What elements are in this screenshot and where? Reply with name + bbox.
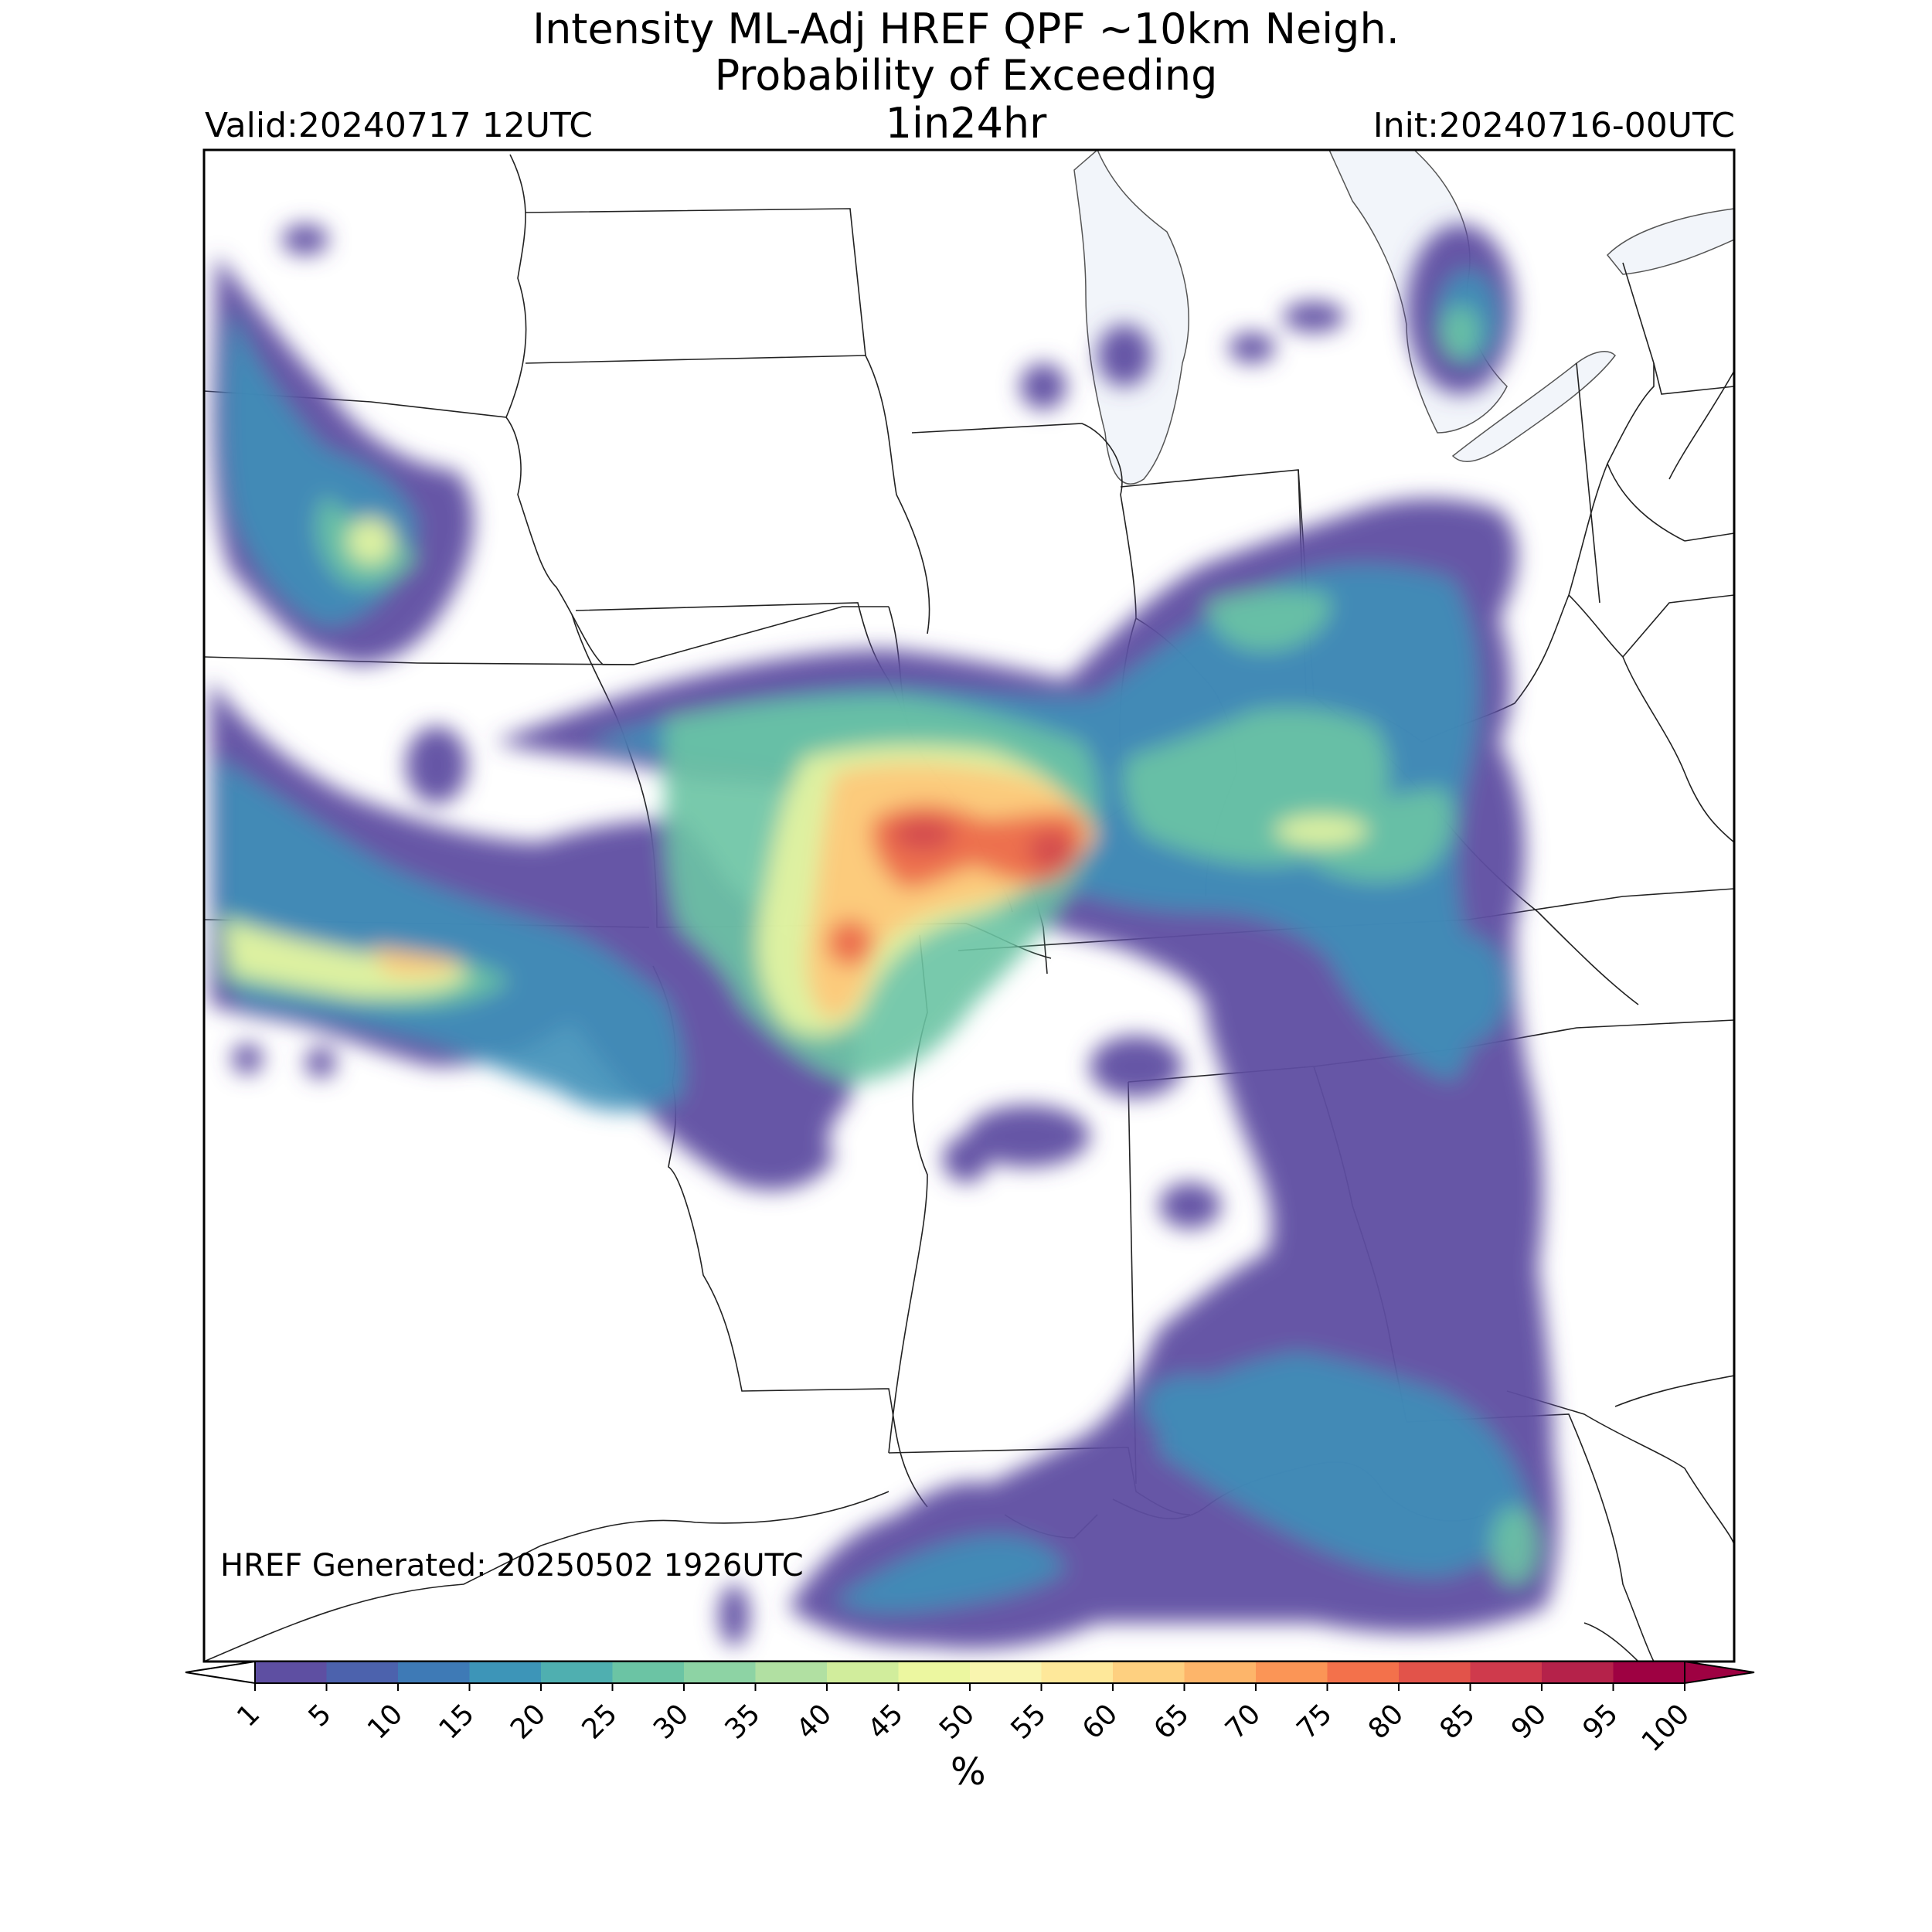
colorbar-tick-label: 75 (1291, 1698, 1338, 1745)
colorbar-swatch (326, 1662, 399, 1683)
colorbar-tick-label: 10 (362, 1698, 409, 1745)
probability-field (210, 224, 1559, 1649)
colorbar-swatch (1256, 1662, 1328, 1683)
colorbar-tick-label: 60 (1077, 1698, 1124, 1745)
colorbar: 1 5 10 15 20 25 30 35 40 45 50 55 60 65 70 75 80 85 90 95 10… (185, 1660, 1755, 1758)
colorbar-swatch (612, 1662, 685, 1683)
colorbar-swatch (1613, 1662, 1685, 1683)
colorbar-tick-label: 1 (231, 1698, 266, 1733)
colorbar-swatch (398, 1662, 470, 1683)
colorbar-over-extension (1684, 1660, 1755, 1685)
colorbar-swatch (469, 1662, 542, 1683)
colorbar-swatch (1041, 1662, 1114, 1683)
colorbar-swatch (1399, 1662, 1471, 1683)
colorbar-swatch (755, 1662, 828, 1683)
colorbar-tick-label: 25 (576, 1698, 623, 1745)
colorbar-under-extension (185, 1660, 256, 1685)
valid-time-label: Valid:20240717 12UTC (205, 106, 594, 145)
colorbar-unit-label: % (951, 1750, 986, 1794)
colorbar-tick-label: 95 (1577, 1698, 1624, 1745)
title-line-1: Intensity ML-Adj HREF QPF ~10km Neigh. (532, 5, 1400, 53)
lake-michigan (1073, 150, 1189, 485)
colorbar-swatch (1542, 1662, 1614, 1683)
colorbar-tick-label: 5 (303, 1698, 338, 1733)
colorbar-tick-label: 100 (1636, 1698, 1696, 1758)
colorbar-swatch (898, 1662, 971, 1683)
colorbar-swatch (255, 1662, 327, 1683)
colorbar-swatch (1113, 1662, 1185, 1683)
colorbar-swatch (541, 1662, 613, 1683)
generated-timestamp: HREF Generated: 20250502 1926UTC (220, 1548, 804, 1583)
colorbar-tick-label: 90 (1505, 1698, 1553, 1745)
map-panel-content (204, 150, 1734, 1662)
colorbar-tick-label: 50 (934, 1698, 981, 1745)
colorbar-tick-label: 20 (505, 1698, 552, 1745)
colorbar-tick-label: 30 (648, 1698, 695, 1745)
colorbar-tick-label: 80 (1362, 1698, 1410, 1745)
colorbar-swatch (1184, 1662, 1257, 1683)
colorbar-tick-label: 40 (791, 1698, 838, 1745)
title-line-3: 1in24hr (885, 99, 1047, 148)
colorbar-tick-label: 85 (1434, 1698, 1481, 1745)
colorbar-swatch (684, 1662, 756, 1683)
colorbar-tick-label: 70 (1219, 1698, 1267, 1745)
init-time-label: Init:20240716-00UTC (1372, 106, 1735, 145)
lake-erie (1451, 351, 1616, 462)
colorbar-tick-label: 55 (1005, 1698, 1052, 1745)
lake-ontario (1606, 208, 1734, 275)
colorbar-swatch (1327, 1662, 1400, 1683)
colorbar-tick-label: 65 (1148, 1698, 1195, 1745)
colorbar-tick-label: 45 (862, 1698, 909, 1745)
colorbar-swatch (827, 1662, 899, 1683)
title-line-2: Probability of Exceeding (714, 51, 1218, 100)
colorbar-swatch (970, 1662, 1042, 1683)
colorbar-tick-label: 15 (433, 1698, 480, 1745)
colorbar-tick-label: 35 (719, 1698, 766, 1745)
colorbar-swatch (1470, 1662, 1543, 1683)
